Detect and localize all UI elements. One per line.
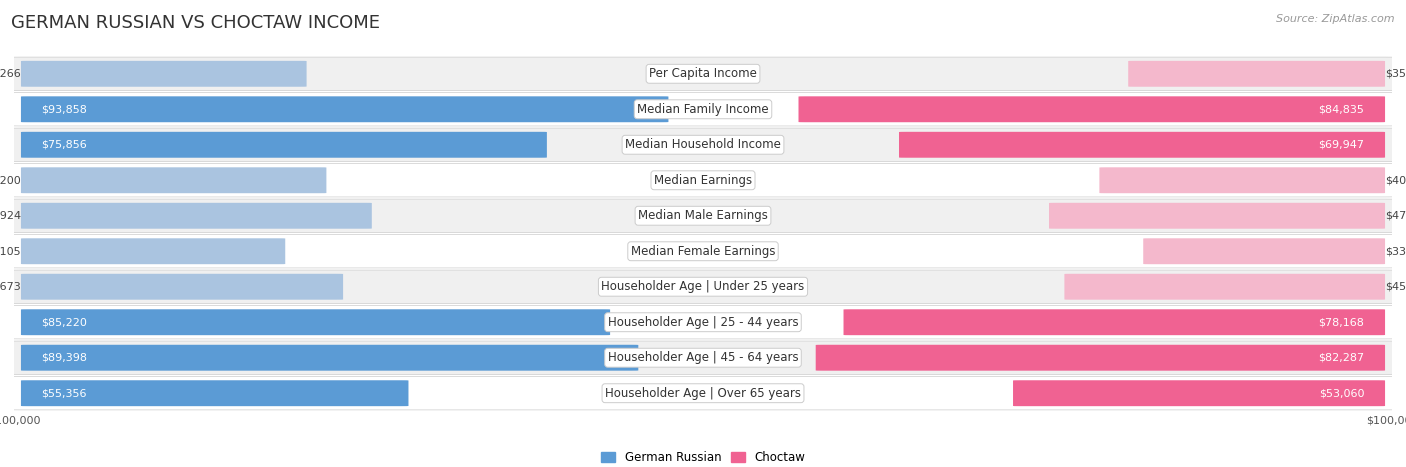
FancyBboxPatch shape: [21, 238, 285, 264]
FancyBboxPatch shape: [7, 305, 1399, 339]
FancyBboxPatch shape: [898, 132, 1385, 158]
FancyBboxPatch shape: [21, 132, 547, 158]
Text: Median Earnings: Median Earnings: [654, 174, 752, 187]
Text: Median Female Earnings: Median Female Earnings: [631, 245, 775, 258]
FancyBboxPatch shape: [21, 345, 638, 371]
FancyBboxPatch shape: [21, 380, 409, 406]
FancyBboxPatch shape: [1064, 274, 1385, 300]
FancyBboxPatch shape: [1143, 238, 1385, 264]
Text: $82,287: $82,287: [1319, 353, 1364, 363]
Text: $40,270: $40,270: [1385, 175, 1406, 185]
FancyBboxPatch shape: [7, 128, 1399, 162]
Text: $85,220: $85,220: [42, 317, 87, 327]
Text: $93,858: $93,858: [42, 104, 87, 114]
Text: $37,105: $37,105: [0, 246, 21, 256]
Text: $43,200: $43,200: [0, 175, 21, 185]
FancyBboxPatch shape: [7, 92, 1399, 126]
Text: Householder Age | 25 - 44 years: Householder Age | 25 - 44 years: [607, 316, 799, 329]
FancyBboxPatch shape: [799, 96, 1385, 122]
Text: $78,168: $78,168: [1319, 317, 1364, 327]
Text: Source: ZipAtlas.com: Source: ZipAtlas.com: [1277, 14, 1395, 24]
Text: Median Male Earnings: Median Male Earnings: [638, 209, 768, 222]
FancyBboxPatch shape: [7, 199, 1399, 233]
Text: Householder Age | 45 - 64 years: Householder Age | 45 - 64 years: [607, 351, 799, 364]
Text: Householder Age | Under 25 years: Householder Age | Under 25 years: [602, 280, 804, 293]
FancyBboxPatch shape: [1128, 61, 1385, 87]
Text: $55,356: $55,356: [42, 388, 87, 398]
FancyBboxPatch shape: [844, 309, 1385, 335]
Legend: German Russian, Choctaw: German Russian, Choctaw: [596, 446, 810, 467]
FancyBboxPatch shape: [7, 270, 1399, 304]
Text: $53,060: $53,060: [1319, 388, 1364, 398]
FancyBboxPatch shape: [815, 345, 1385, 371]
FancyBboxPatch shape: [21, 203, 371, 229]
FancyBboxPatch shape: [21, 274, 343, 300]
Text: $49,924: $49,924: [0, 211, 21, 221]
Text: $35,999: $35,999: [1385, 69, 1406, 79]
FancyBboxPatch shape: [7, 341, 1399, 375]
FancyBboxPatch shape: [7, 376, 1399, 410]
Text: $47,729: $47,729: [1385, 211, 1406, 221]
FancyBboxPatch shape: [7, 163, 1399, 197]
FancyBboxPatch shape: [7, 234, 1399, 268]
FancyBboxPatch shape: [21, 61, 307, 87]
FancyBboxPatch shape: [7, 57, 1399, 91]
Text: $40,266: $40,266: [0, 69, 21, 79]
Text: $45,450: $45,450: [1385, 282, 1406, 292]
Text: $89,398: $89,398: [42, 353, 87, 363]
FancyBboxPatch shape: [1099, 167, 1385, 193]
Text: Median Household Income: Median Household Income: [626, 138, 780, 151]
Text: Per Capita Income: Per Capita Income: [650, 67, 756, 80]
FancyBboxPatch shape: [21, 309, 610, 335]
Text: $84,835: $84,835: [1319, 104, 1364, 114]
FancyBboxPatch shape: [1049, 203, 1385, 229]
FancyBboxPatch shape: [21, 167, 326, 193]
Text: GERMAN RUSSIAN VS CHOCTAW INCOME: GERMAN RUSSIAN VS CHOCTAW INCOME: [11, 14, 380, 32]
Text: $33,775: $33,775: [1385, 246, 1406, 256]
Text: $45,673: $45,673: [0, 282, 21, 292]
FancyBboxPatch shape: [1014, 380, 1385, 406]
Text: Householder Age | Over 65 years: Householder Age | Over 65 years: [605, 387, 801, 400]
FancyBboxPatch shape: [21, 96, 668, 122]
Text: Median Family Income: Median Family Income: [637, 103, 769, 116]
Text: $75,856: $75,856: [42, 140, 87, 150]
Text: $69,947: $69,947: [1319, 140, 1364, 150]
